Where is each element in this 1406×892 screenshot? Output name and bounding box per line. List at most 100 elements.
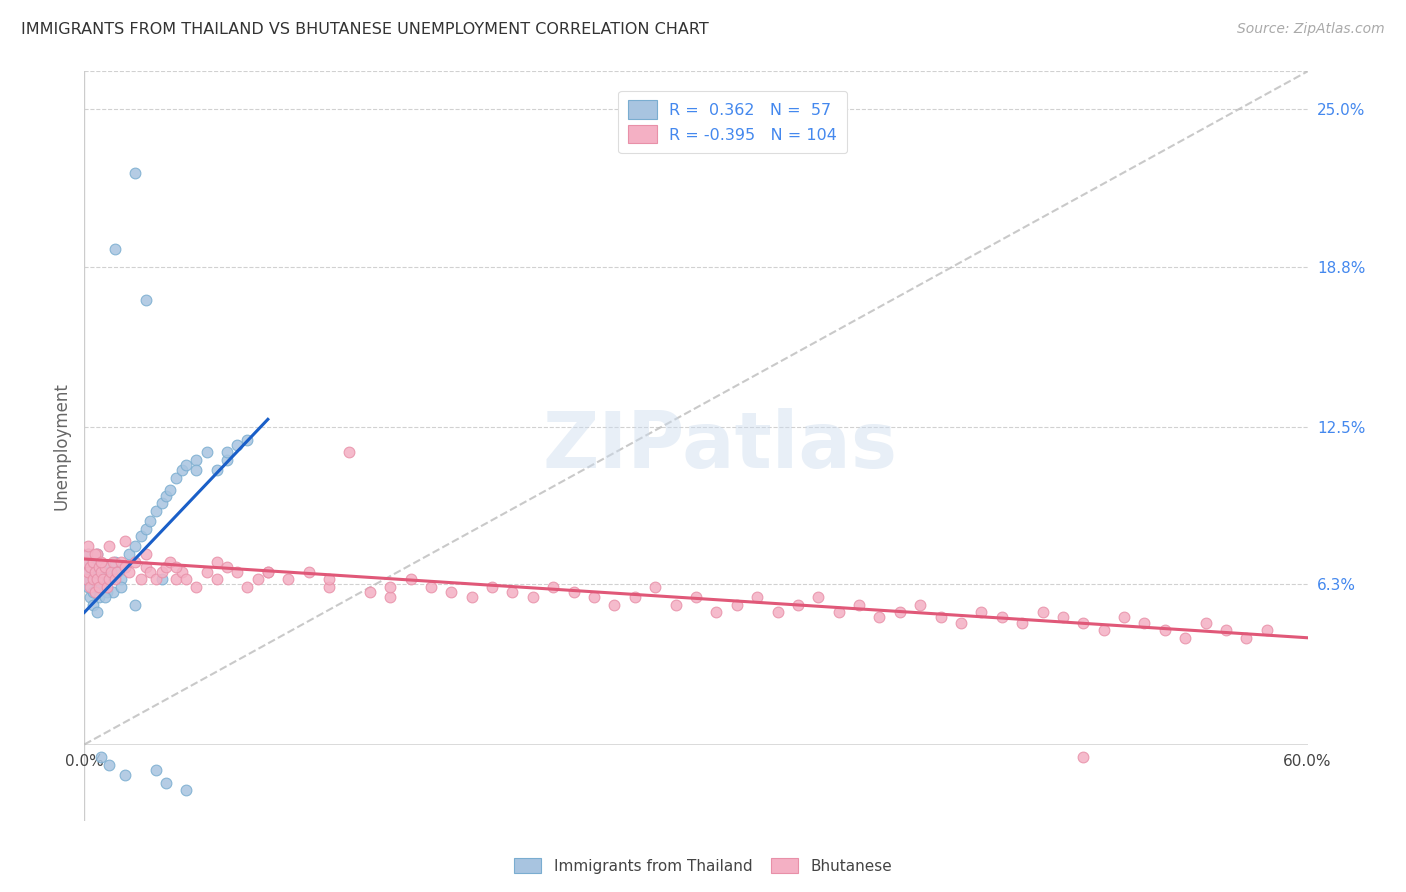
Point [82,585,104,599]
Point [150,565,173,579]
Point [118,547,141,561]
Point [165,471,187,485]
Point [205,463,228,477]
Point [277,572,299,586]
Point [155,559,177,574]
Point [86,606,108,620]
Point [97,572,120,586]
Point [96,580,118,594]
Point [172,463,194,477]
Point [138,565,160,579]
Point [195,445,218,459]
Point [359,585,381,599]
Text: IMMIGRANTS FROM THAILAND VS BHUTANESE UNEMPLOYMENT CORRELATION CHART: IMMIGRANTS FROM THAILAND VS BHUTANESE UN… [21,22,709,37]
Point [150,496,173,510]
Point [135,547,157,561]
Point [86,547,108,561]
Point [145,504,167,518]
Point [1195,615,1218,630]
Point [1032,606,1054,620]
Point [83,585,105,599]
Point [79,572,101,586]
Point [991,610,1014,624]
Point [101,585,124,599]
Point [114,559,136,574]
Point [82,555,104,569]
Point [145,572,167,586]
Point [118,565,141,579]
Point [725,598,748,612]
Point [104,572,127,586]
Point [90,565,112,579]
Point [83,585,105,599]
Point [101,555,124,569]
Point [318,580,340,594]
Point [257,565,280,579]
Point [174,783,197,797]
Point [603,598,626,612]
Point [186,463,208,477]
Point [159,483,181,498]
Point [236,580,259,594]
Point [186,453,208,467]
Point [93,559,115,574]
Point [257,565,280,579]
Point [155,775,177,789]
Point [83,547,105,561]
Point [124,539,146,553]
Point [90,555,112,569]
Point [79,559,101,574]
Point [502,585,524,599]
Point [889,606,911,620]
Point [110,580,132,594]
Point [562,585,585,599]
Point [77,580,100,594]
Point [105,565,128,579]
Point [83,565,105,579]
Point [100,572,122,586]
Point [205,555,228,569]
Point [87,559,110,574]
Point [217,445,239,459]
Point [110,572,132,586]
Point [165,559,187,574]
Legend: R =  0.362   N =  57, R = -0.395   N = 104: R = 0.362 N = 57, R = -0.395 N = 104 [619,91,846,153]
Point [1133,615,1156,630]
Point [420,580,443,594]
Point [929,610,952,624]
Point [522,590,544,604]
Point [83,572,105,586]
Point [75,572,97,586]
Point [83,565,105,579]
Point [174,572,197,586]
Point [186,580,208,594]
Point [747,590,769,604]
Point [339,445,361,459]
Point [665,598,688,612]
Point [706,606,728,620]
Point [82,572,104,586]
Point [77,539,100,553]
Point [87,580,110,594]
Point [828,606,851,620]
Point [114,559,136,574]
Point [399,572,422,586]
Point [135,293,157,307]
Point [97,757,120,772]
Point [131,572,153,586]
Point [96,585,118,599]
Point [685,590,707,604]
Point [105,565,128,579]
Point [1154,623,1177,637]
Point [82,555,104,569]
Point [75,572,97,586]
Point [787,598,810,612]
Point [86,580,108,594]
Point [217,559,239,574]
Point [97,539,120,553]
Point [114,534,136,549]
Point [380,590,402,604]
Point [91,565,114,579]
Point [124,166,146,180]
Point [1011,615,1033,630]
